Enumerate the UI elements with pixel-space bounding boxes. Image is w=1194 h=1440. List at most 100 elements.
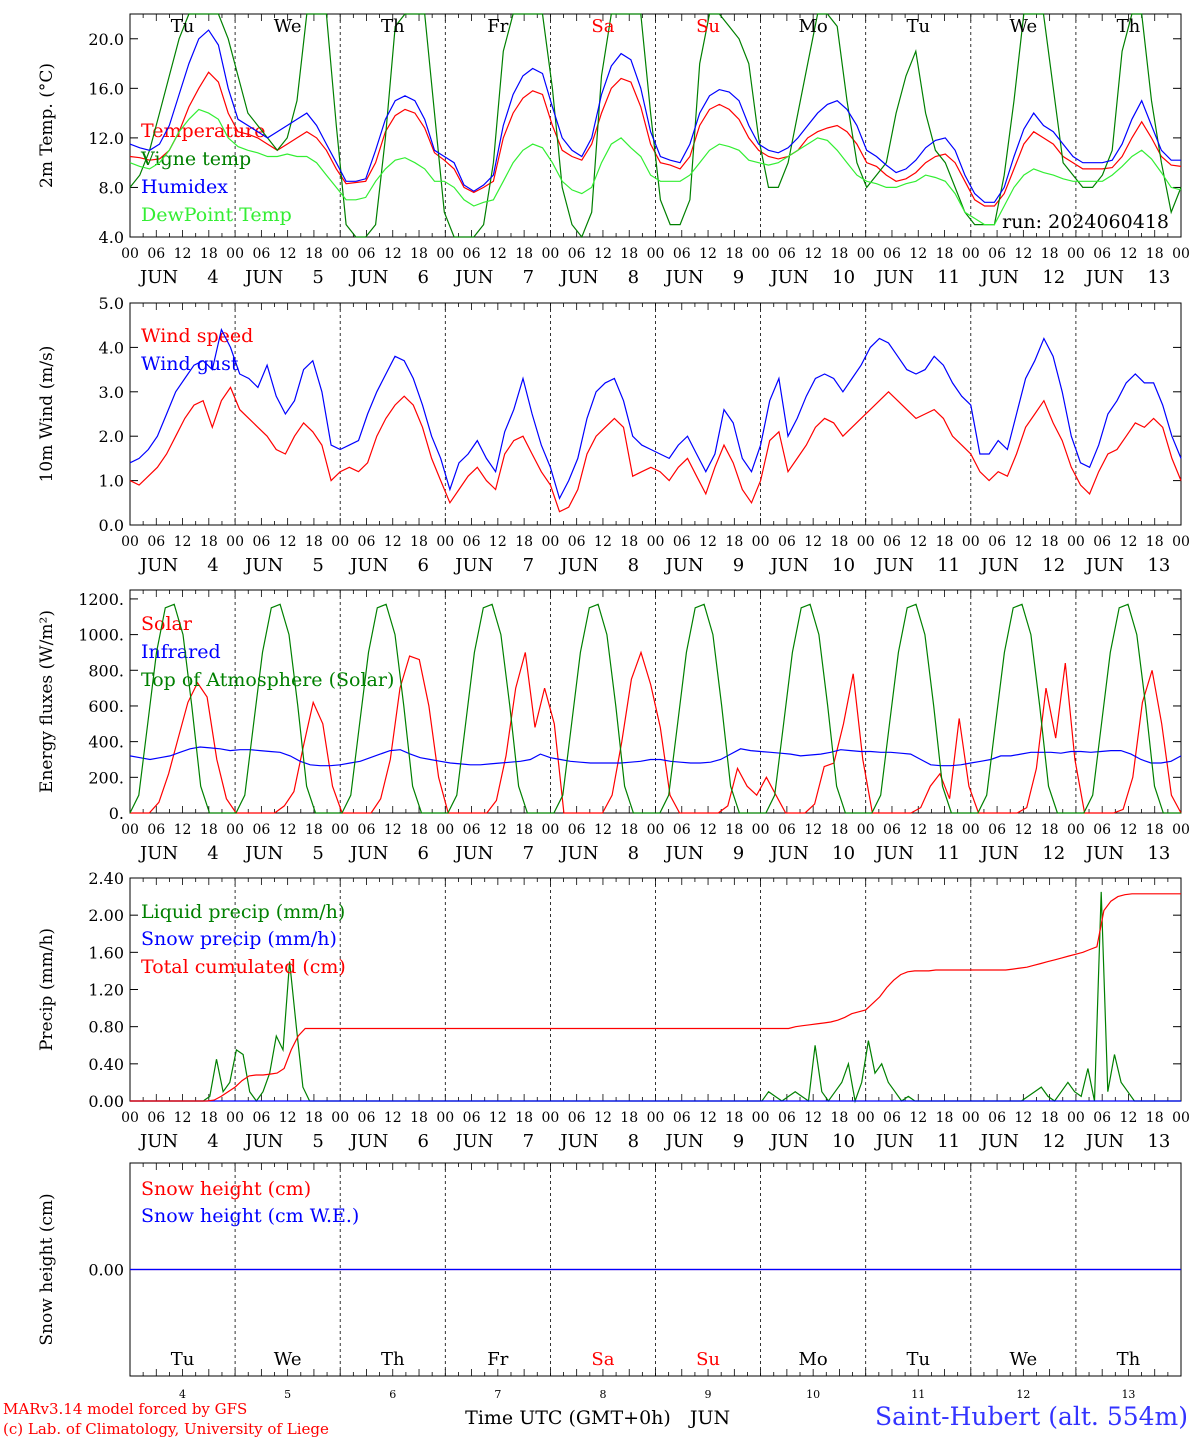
hour-tick-label: 06 <box>463 246 481 262</box>
month-label: JUN <box>874 267 914 288</box>
date-label: 4 <box>207 267 218 288</box>
x-axis-month: JUN <box>688 1407 730 1429</box>
hour-tick-label: 06 <box>778 534 796 550</box>
hour-tick-label: 18 <box>305 534 323 550</box>
hour-tick-label: 18 <box>620 246 638 262</box>
y-axis-label: 2m Temp. (°C) <box>37 63 57 188</box>
weekday-label: Tu <box>171 1349 195 1370</box>
month-label: JUN <box>1084 555 1124 576</box>
hour-tick-label: 00 <box>1172 822 1190 838</box>
date-label: 9 <box>705 1388 712 1401</box>
date-label: 8 <box>628 555 639 576</box>
weekday-label: Fr <box>487 1349 508 1370</box>
month-label: JUN <box>348 555 388 576</box>
hour-tick-label: 12 <box>909 246 927 262</box>
month-label: JUN <box>558 1131 598 1152</box>
hour-tick-label: 12 <box>174 246 192 262</box>
hour-tick-label: 00 <box>857 822 875 838</box>
month-label: JUN <box>138 555 178 576</box>
date-label: 4 <box>207 1131 218 1152</box>
hour-tick-label: 12 <box>1120 1110 1138 1126</box>
month-label: JUN <box>453 267 493 288</box>
hour-tick-label: 00 <box>647 1110 665 1126</box>
weekday-label: Th <box>381 1349 405 1370</box>
month-label: JUN <box>243 267 283 288</box>
weekday-label: Mo <box>799 1349 828 1370</box>
y-tick-label: 200. <box>88 768 124 787</box>
hour-tick-label: 00 <box>857 1110 875 1126</box>
date-label: 9 <box>733 843 744 864</box>
date-label: 5 <box>284 1388 291 1401</box>
hour-tick-label: 00 <box>541 246 559 262</box>
hour-tick-label: 18 <box>936 1110 954 1126</box>
hour-tick-label: 00 <box>962 246 980 262</box>
date-label: 13 <box>1147 555 1170 576</box>
date-label: 12 <box>1042 555 1065 576</box>
legend-entry: Wind speed <box>141 325 253 347</box>
hour-tick-label: 12 <box>804 534 822 550</box>
y-tick-label: 0.00 <box>88 1092 124 1111</box>
hour-tick-label: 18 <box>200 822 218 838</box>
hour-tick-label: 00 <box>436 1110 454 1126</box>
date-label: 5 <box>312 267 323 288</box>
hour-tick-label: 18 <box>1146 822 1164 838</box>
hour-tick-label: 12 <box>1014 1110 1032 1126</box>
y-axis-label: 10m Wind (m/s) <box>37 346 57 483</box>
month-label: JUN <box>453 555 493 576</box>
hour-tick-label: 06 <box>883 246 901 262</box>
month-label: JUN <box>348 267 388 288</box>
hour-tick-label: 18 <box>515 246 533 262</box>
legend-entry: Vigne temp <box>140 148 251 170</box>
hour-tick-label: 18 <box>515 822 533 838</box>
hour-tick-label: 00 <box>962 1110 980 1126</box>
y-tick-label: 0.40 <box>88 1055 124 1074</box>
hour-tick-label: 00 <box>226 534 244 550</box>
weekday-label: We <box>274 1349 302 1370</box>
legend-entry: Snow height (cm W.E.) <box>141 1205 359 1227</box>
hour-tick-label: 12 <box>1014 246 1032 262</box>
hour-tick-label: 00 <box>857 246 875 262</box>
hour-tick-label: 12 <box>174 534 192 550</box>
series-line <box>129 29 1181 203</box>
hour-tick-label: 12 <box>699 246 717 262</box>
hour-tick-label: 18 <box>305 1110 323 1126</box>
month-label: JUN <box>664 555 704 576</box>
hour-tick-label: 00 <box>1172 1110 1190 1126</box>
date-label: 13 <box>1147 843 1170 864</box>
hour-tick-label: 00 <box>331 534 349 550</box>
month-label: JUN <box>243 843 283 864</box>
date-label: 13 <box>1147 267 1170 288</box>
hour-tick-label: 18 <box>305 822 323 838</box>
weekday-label: Th <box>1117 16 1141 37</box>
hour-tick-label: 18 <box>410 1110 428 1126</box>
hour-tick-label: 06 <box>147 1110 165 1126</box>
hour-tick-label: 06 <box>988 246 1006 262</box>
hour-tick-label: 00 <box>541 822 559 838</box>
hour-tick-label: 12 <box>489 1110 507 1126</box>
hour-tick-label: 00 <box>1067 534 1085 550</box>
legend-entry: Liquid precip (mm/h) <box>141 901 345 923</box>
weekday-label: Sa <box>591 16 614 37</box>
weekday-label: Th <box>1117 1349 1141 1370</box>
hour-tick-label: 12 <box>489 534 507 550</box>
hour-tick-label: 06 <box>778 246 796 262</box>
hour-tick-label: 18 <box>831 246 849 262</box>
legend-entry: Snow precip (mm/h) <box>141 928 337 950</box>
hour-tick-label: 18 <box>620 534 638 550</box>
hour-tick-label: 18 <box>200 534 218 550</box>
weekday-label: Sa <box>591 1349 614 1370</box>
date-label: 7 <box>523 267 534 288</box>
hour-tick-label: 18 <box>515 1110 533 1126</box>
date-label: 7 <box>523 1131 534 1152</box>
date-label: 4 <box>207 555 218 576</box>
hour-tick-label: 06 <box>358 1110 376 1126</box>
month-label: JUN <box>348 843 388 864</box>
hour-tick-label: 06 <box>568 534 586 550</box>
date-label: 4 <box>179 1388 186 1401</box>
run-annotation: run: 2024060418 <box>1002 211 1169 233</box>
hour-tick-label: 12 <box>279 246 297 262</box>
weekday-label: Mo <box>799 16 828 37</box>
y-tick-label: 20.0 <box>88 30 124 49</box>
date-label: 8 <box>628 267 639 288</box>
month-label: JUN <box>1084 1131 1124 1152</box>
